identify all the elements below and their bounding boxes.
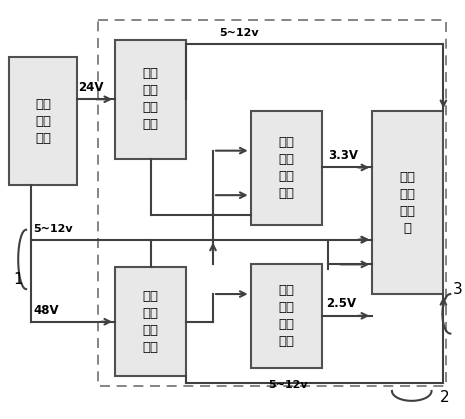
Text: 2.5V: 2.5V: [326, 297, 356, 310]
Text: 5~12v: 5~12v: [268, 380, 308, 390]
Text: 第四
直流
降壓
單元: 第四 直流 降壓 單元: [278, 284, 294, 348]
Text: 第一
直流
降壓
單元: 第一 直流 降壓 單元: [143, 67, 159, 131]
Bar: [98, 20, 446, 386]
Bar: [251, 264, 322, 368]
Text: 3.3V: 3.3V: [328, 149, 358, 162]
Text: 第二
直流
降壓
單元: 第二 直流 降壓 單元: [143, 290, 159, 354]
Bar: [372, 111, 444, 294]
Bar: [115, 267, 186, 376]
Text: 5~12v: 5~12v: [33, 224, 73, 234]
Text: 24V: 24V: [79, 81, 104, 94]
Bar: [251, 111, 322, 225]
Text: 48V: 48V: [33, 304, 59, 317]
Bar: [9, 57, 77, 185]
Text: 第三
直流
降壓
單元: 第三 直流 降壓 單元: [278, 136, 294, 200]
Text: 1: 1: [13, 272, 23, 287]
Text: 2: 2: [439, 390, 449, 405]
Text: 3: 3: [453, 282, 463, 297]
Text: 多電
壓輸
出模
塊: 多電 壓輸 出模 塊: [400, 171, 416, 235]
Bar: [115, 40, 186, 158]
Text: 5~12v: 5~12v: [219, 28, 259, 38]
Text: 輸入
保護
模塊: 輸入 保護 模塊: [35, 98, 51, 145]
